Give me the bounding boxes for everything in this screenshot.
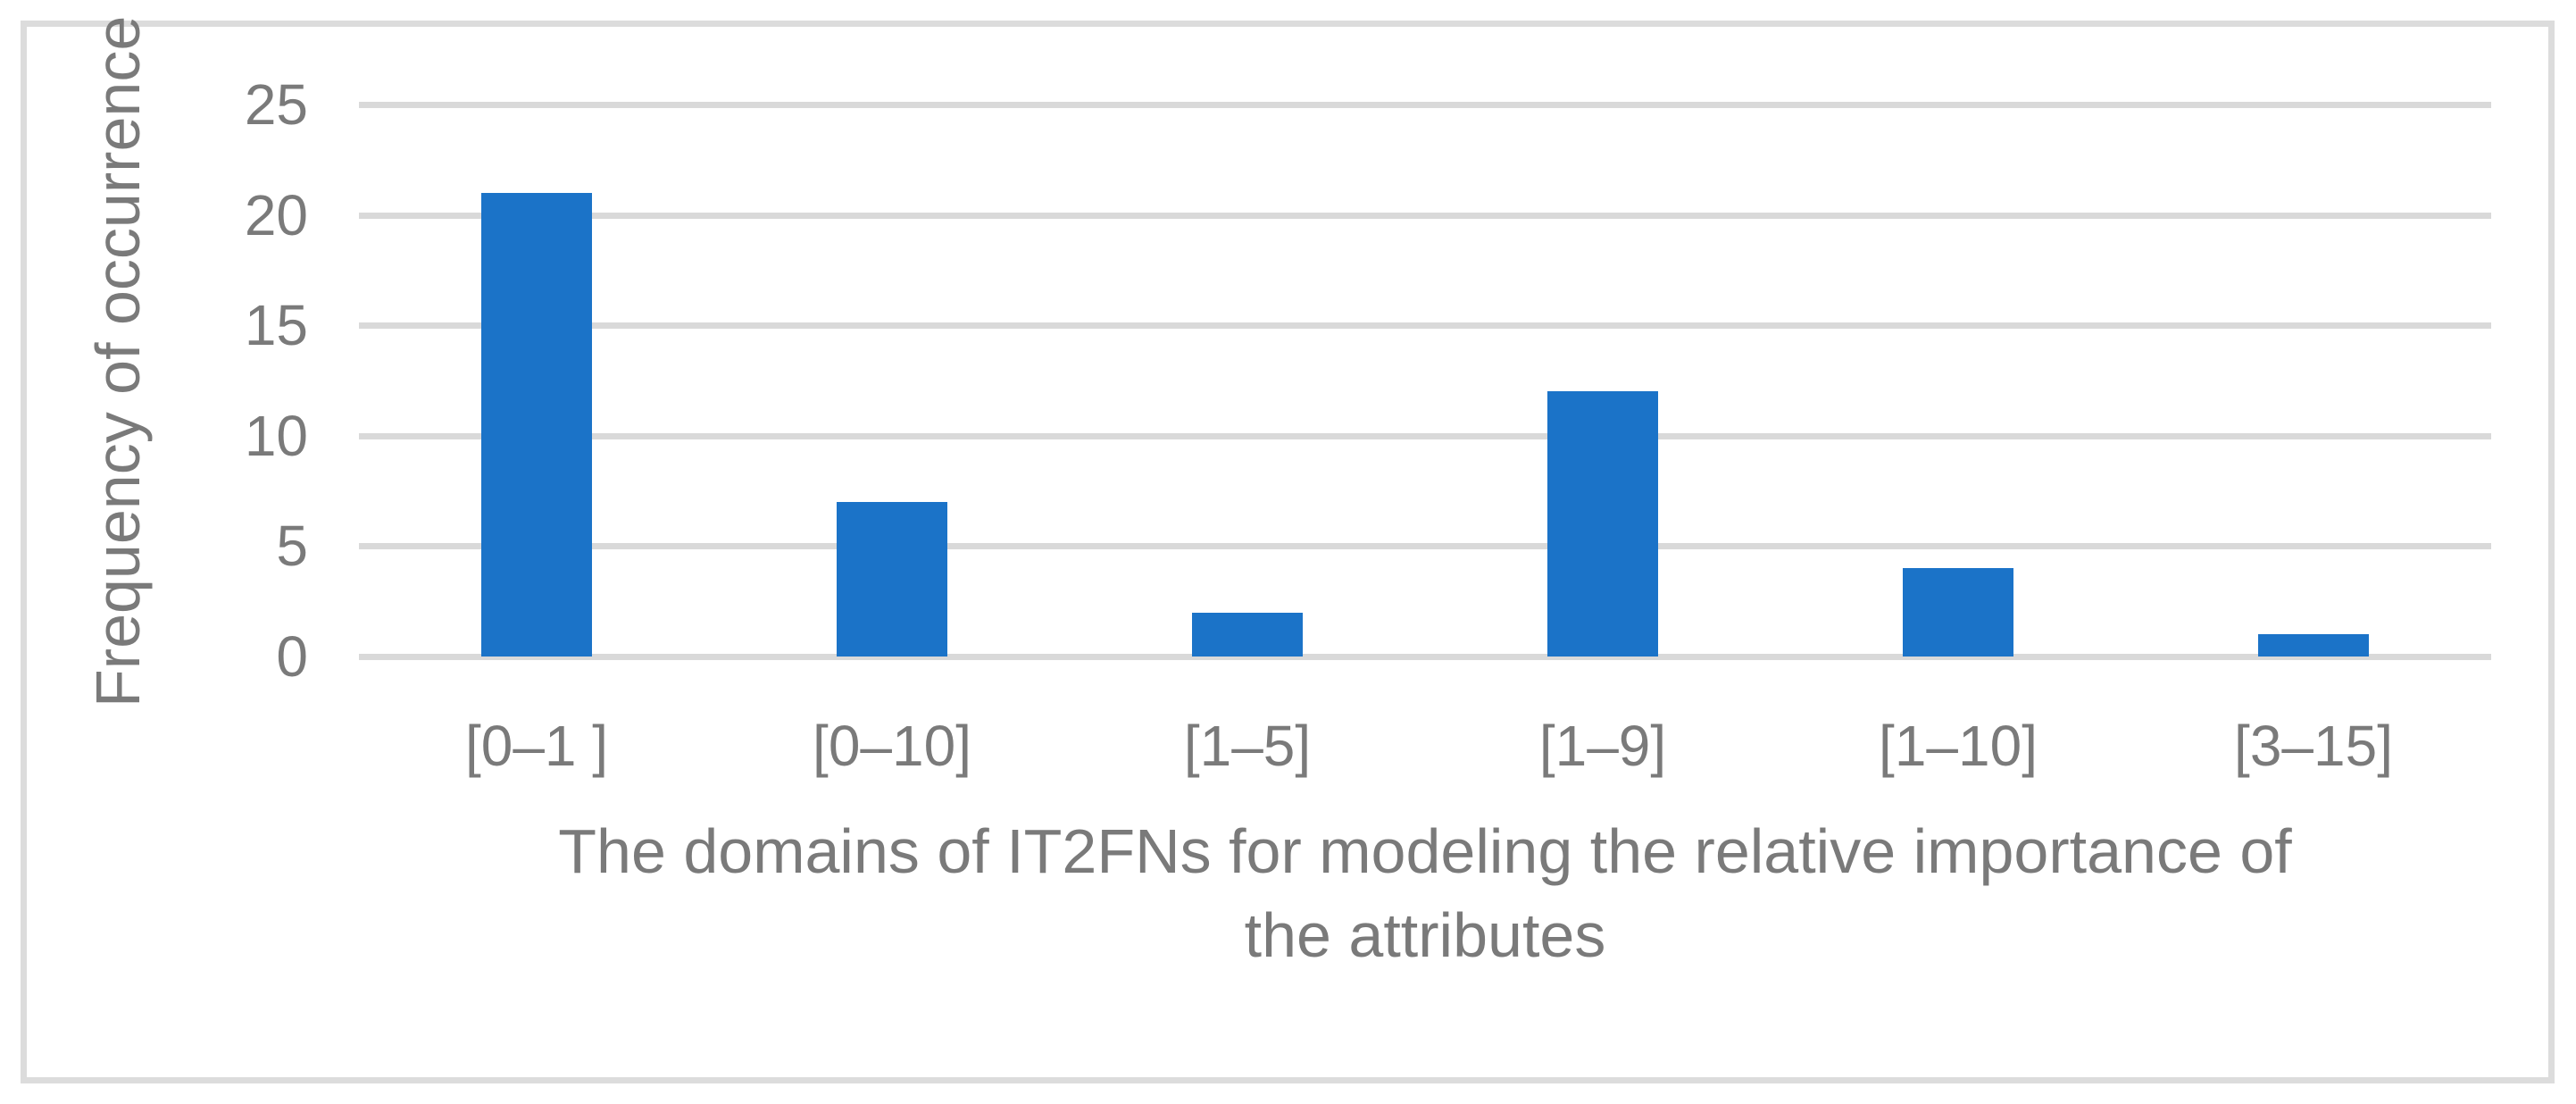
y-tick-label: 25 <box>244 72 308 137</box>
bar <box>481 192 592 657</box>
bar <box>1547 391 1658 657</box>
y-tick-label: 10 <box>244 403 308 468</box>
x-tick-label: [0–10] <box>813 714 971 778</box>
y-tick-label: 20 <box>244 182 308 247</box>
gridline <box>359 322 2491 330</box>
x-axis-title-line-2: the attributes <box>1244 900 1606 970</box>
x-tick-label: [1–10] <box>1879 714 2038 778</box>
x-tick-label: [1–9] <box>1538 714 1667 778</box>
bar <box>837 501 947 657</box>
x-axis-title: The domains of IT2FNs for modeling the r… <box>359 809 2491 977</box>
bar <box>1903 568 2013 657</box>
x-tick-label: [0–1 ] <box>464 714 609 778</box>
gridline <box>359 543 2491 550</box>
y-tick-label: 0 <box>276 624 308 689</box>
gridline <box>359 654 2491 660</box>
gridline <box>359 102 2491 108</box>
y-tick-label: 5 <box>276 514 308 579</box>
gridline <box>359 212 2491 219</box>
x-axis-title-line-1: The domains of IT2FNs for modeling the r… <box>558 816 2292 886</box>
bar <box>2258 634 2369 657</box>
y-tick-label: 15 <box>244 293 308 358</box>
x-tick-label: [1–5] <box>1183 714 1312 778</box>
gridline <box>359 432 2491 439</box>
chart-frame <box>21 21 2555 1083</box>
x-tick-label: [3–15] <box>2234 714 2393 778</box>
bar <box>1192 612 1303 657</box>
